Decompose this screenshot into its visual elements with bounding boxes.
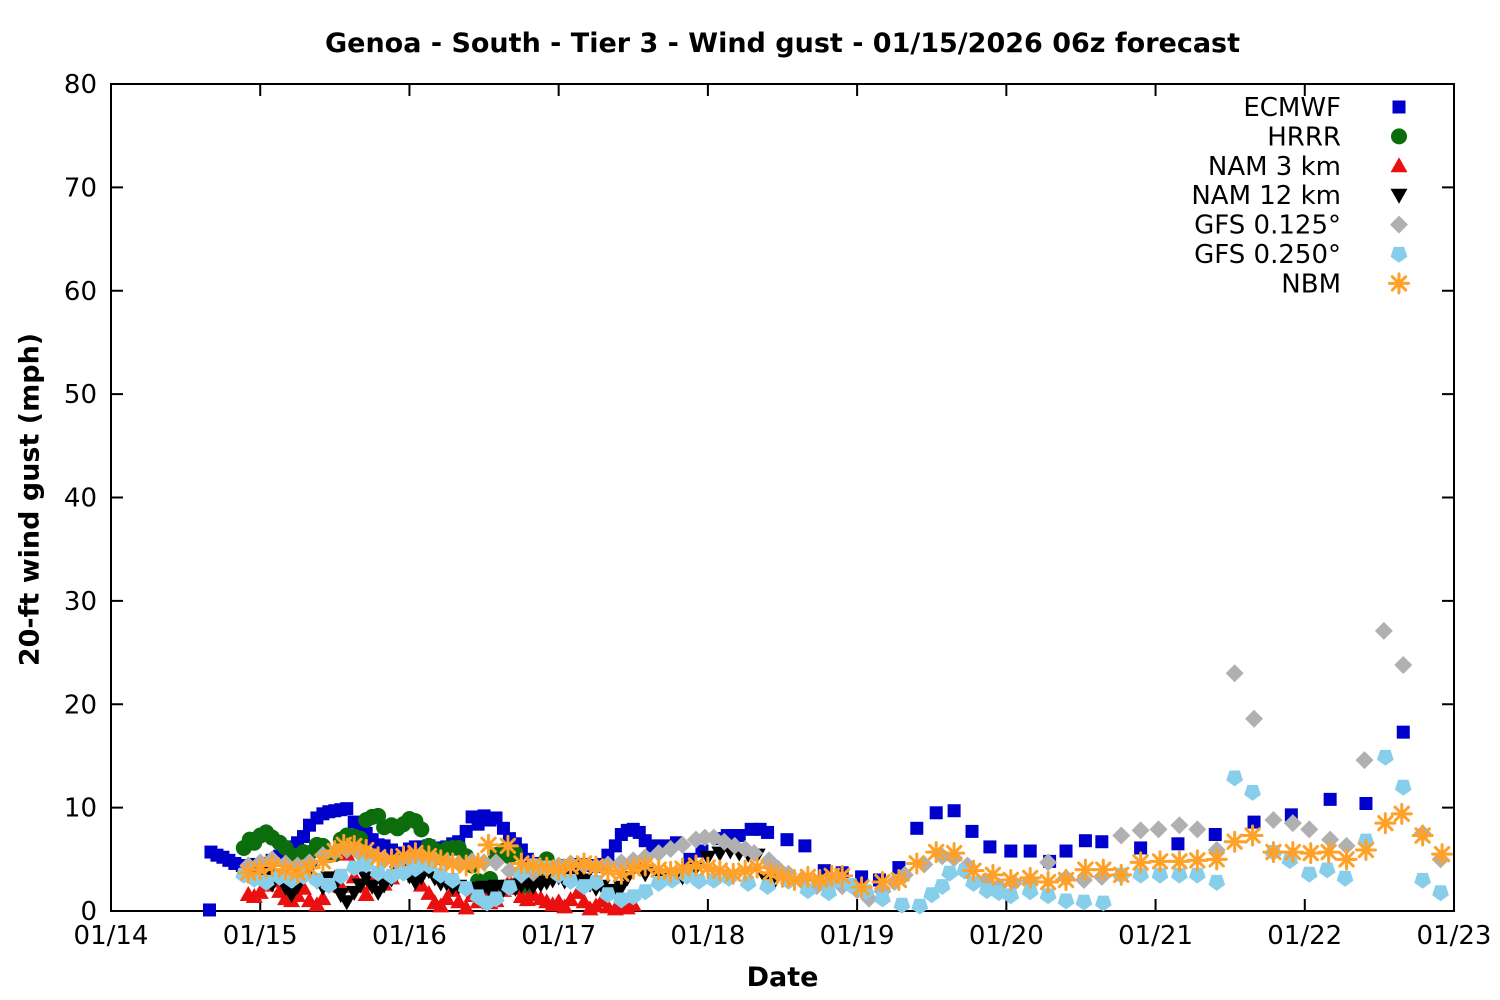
axes: 01/14 01/15 01/16 01/17 01/18 01/19 01/20 01/21… — [64, 70, 1492, 951]
chart-title: Genoa - South - Tier 3 - Wind gust - 01/… — [324, 28, 1241, 59]
legend-marker-asterisk — [1388, 272, 1410, 295]
legend-marker-triangle-up — [1390, 157, 1408, 173]
y-tick-label: 20 — [64, 690, 97, 720]
legend-label: NBM — [1281, 269, 1341, 299]
x-tick-label: 01/18 — [670, 921, 745, 951]
x-tick-label: 01/20 — [969, 921, 1044, 951]
legend-marker-diamond — [1390, 215, 1408, 234]
x-tick-label: 01/21 — [1118, 921, 1193, 951]
x-tick-label: 01/15 — [223, 921, 298, 951]
series-nbm — [237, 802, 1454, 899]
x-tick-label: 01/23 — [1417, 921, 1492, 951]
y-tick-label: 70 — [64, 173, 97, 203]
legend-label: GFS 0.125° — [1194, 211, 1341, 241]
x-tick-label: 01/19 — [820, 921, 895, 951]
legend-label: ECMWF — [1243, 93, 1341, 123]
x-tick-label: 01/17 — [521, 921, 596, 951]
x-tick-label: 01/22 — [1267, 921, 1342, 951]
y-tick-label: 60 — [64, 277, 97, 307]
y-tick-label: 30 — [64, 587, 97, 617]
y-tick-label: 10 — [64, 794, 97, 824]
y-axis-label: 20-ft wind gust (mph) — [14, 332, 46, 667]
y-tick-label: 80 — [64, 70, 97, 100]
legend-marker-circle — [1391, 128, 1407, 145]
x-tick-label: 01/16 — [372, 921, 447, 951]
legend-label: NAM 12 km — [1191, 181, 1341, 211]
series-gfs-0-250- — [235, 749, 1449, 915]
legend-label: HRRR — [1267, 122, 1341, 152]
legend-label: NAM 3 km — [1208, 152, 1341, 182]
x-axis-label: Date — [746, 962, 819, 993]
y-tick-label: 0 — [80, 897, 97, 927]
x-tick-label: 01/14 — [74, 921, 149, 951]
y-tick-label: 40 — [64, 484, 97, 514]
y-tick-label: 50 — [64, 380, 97, 410]
legend-marker-triangle-down — [1390, 188, 1408, 204]
legend-marker-square — [1392, 100, 1406, 114]
legend-marker-pentagon — [1390, 246, 1408, 263]
legend-label: GFS 0.250° — [1194, 240, 1341, 270]
